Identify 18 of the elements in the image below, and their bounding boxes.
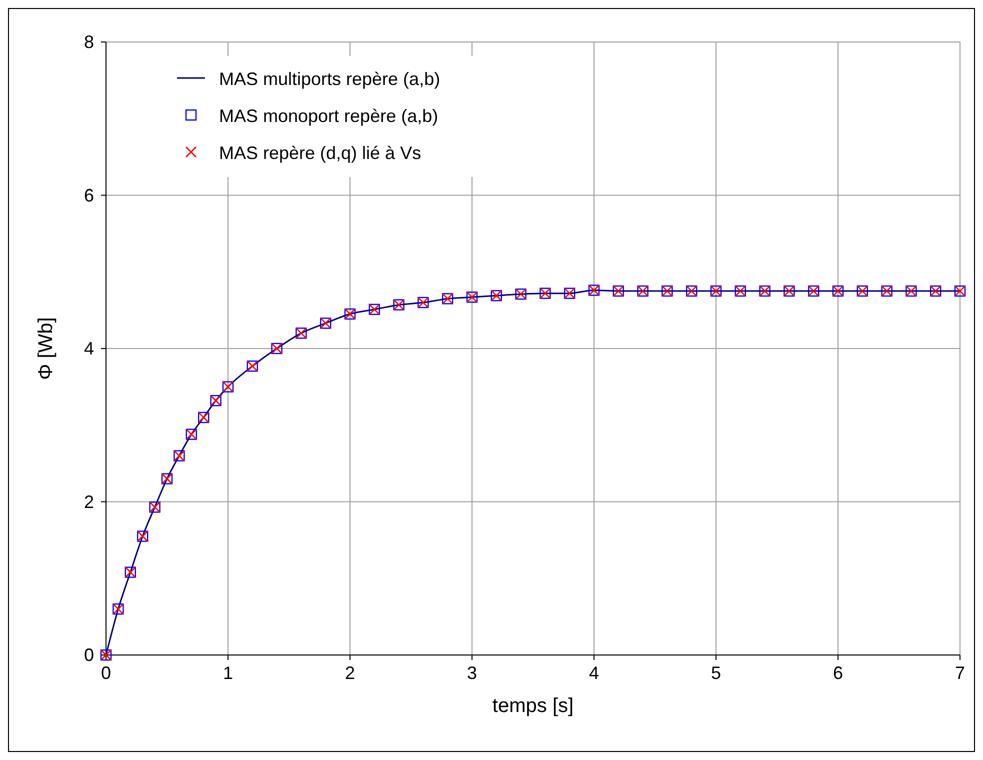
x-tick-label: 5 — [710, 663, 722, 683]
legend-label: MAS multiports repère (a,b) — [219, 69, 440, 89]
y-tick-label: 2 — [84, 492, 94, 512]
x-tick-label: 6 — [832, 663, 844, 683]
y-tick-label: 6 — [84, 185, 94, 206]
legend-label: MAS monoport repère (a,b) — [219, 106, 438, 126]
x-tick-label: 1 — [222, 663, 234, 683]
x-tick-label: 4 — [588, 663, 600, 683]
legend-label: MAS repère (d,q) lié à Vs — [219, 143, 422, 163]
x-tick-label: 7 — [954, 663, 966, 683]
x-axis-title: temps [s] — [492, 695, 574, 717]
y-tick-label: 8 — [84, 32, 94, 52]
y-tick-label: 0 — [84, 645, 94, 665]
x-tick-label: 0 — [100, 663, 112, 683]
y-axis-title: Φ [Wb] — [35, 317, 57, 380]
x-tick-label: 3 — [466, 663, 478, 683]
y-tick-label: 4 — [84, 338, 94, 358]
x-tick-label: 2 — [344, 663, 356, 683]
